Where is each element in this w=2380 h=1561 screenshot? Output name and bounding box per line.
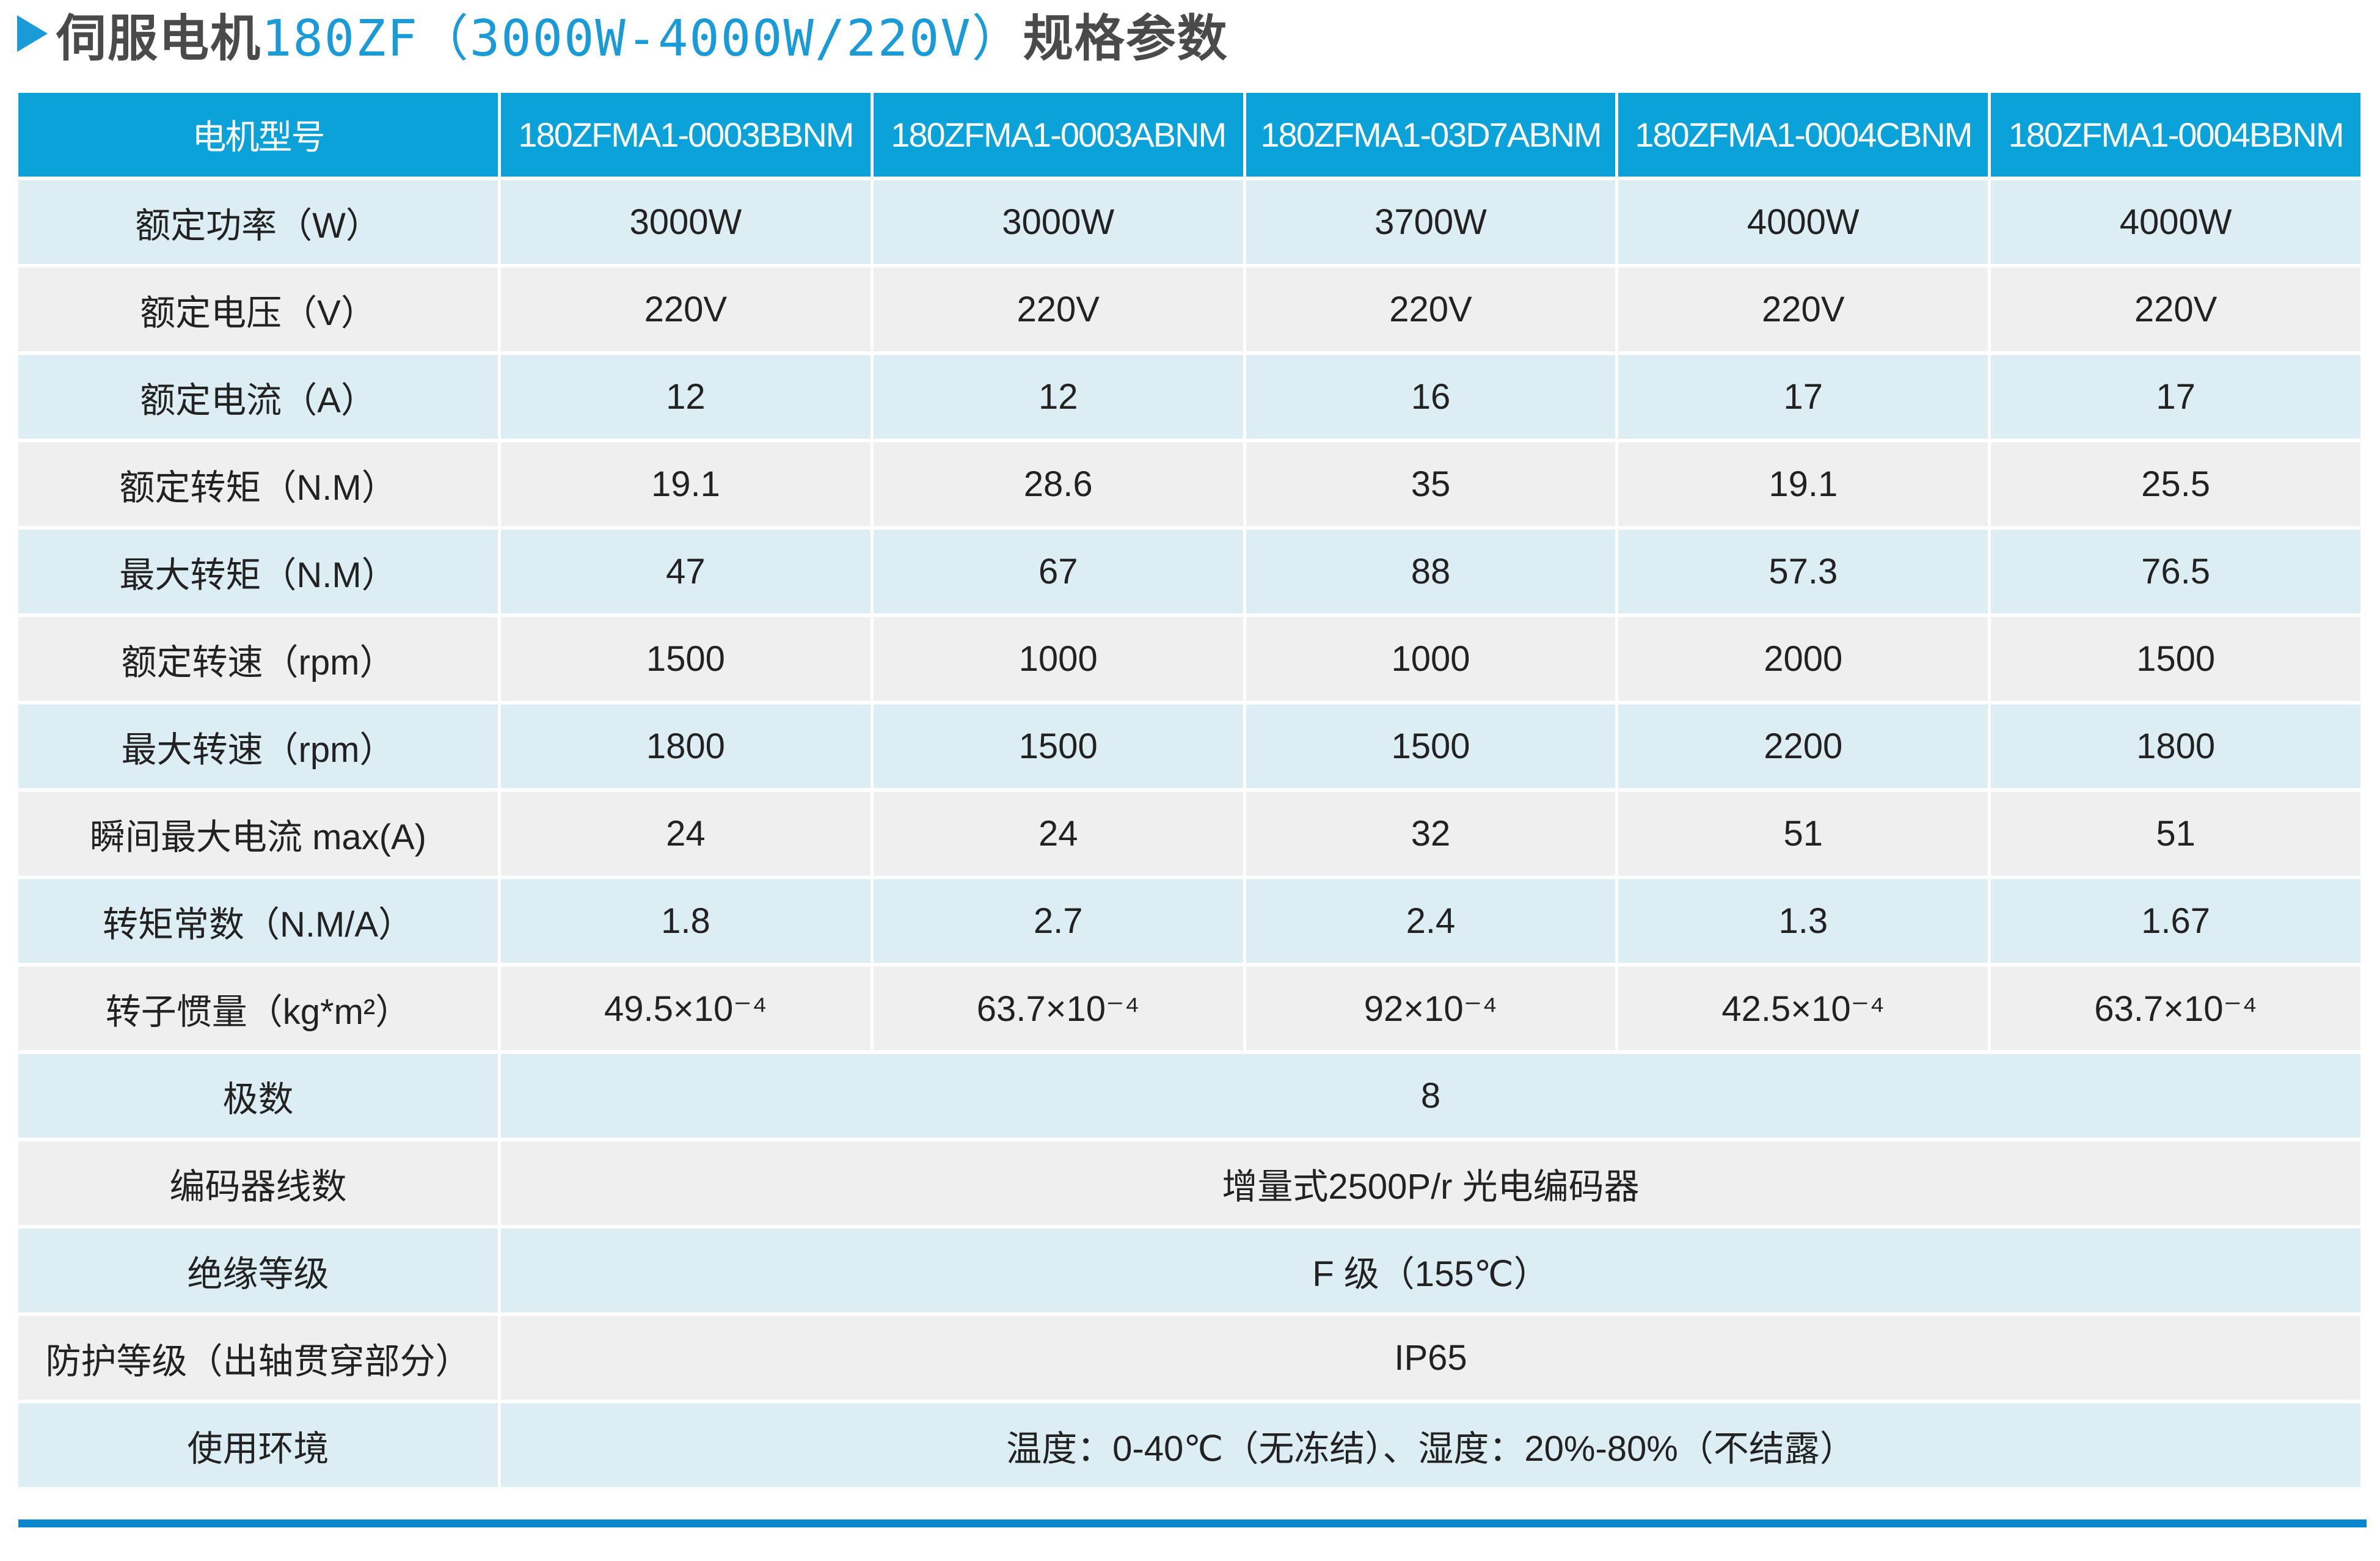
cell-value: 1500: [1246, 704, 1616, 788]
cell-value: 温度：0-40℃（无冻结）、湿度：20%-80%（不结露）: [501, 1403, 2360, 1487]
cell-value: 1000: [873, 617, 1243, 701]
cell-value: 1500: [501, 617, 871, 701]
cell-value: 12: [501, 355, 871, 439]
table-row: 额定转矩（N.M） 19.1 28.6 35 19.1 25.5: [18, 442, 2360, 526]
triangle-bullet-icon: [17, 15, 48, 52]
header-model-2: 180ZFMA1-0003ABNM: [873, 93, 1243, 177]
cell-value: 47: [501, 530, 871, 613]
cell-value: 3000W: [873, 180, 1243, 264]
table-row: 额定电流（A） 12 12 16 17 17: [18, 355, 2360, 439]
row-label: 额定电压（V）: [18, 268, 498, 351]
row-label: 防护等级（出轴贯穿部分）: [18, 1316, 498, 1400]
cell-value: 57.3: [1618, 530, 1988, 613]
cell-value: 220V: [501, 268, 871, 351]
table-row: 转矩常数（N.M/A） 1.8 2.7 2.4 1.3 1.67: [18, 879, 2360, 963]
cell-value: 19.1: [501, 442, 871, 526]
row-label: 转子惯量（kg*m²）: [18, 967, 498, 1050]
cell-value: 3000W: [501, 180, 871, 264]
cell-value: 63.7×10⁻⁴: [873, 967, 1243, 1050]
cell-value: 1500: [873, 704, 1243, 788]
table-row: 最大转速（rpm） 1800 1500 1500 2200 1800: [18, 704, 2360, 788]
header-model-3: 180ZFMA1-03D7ABNM: [1246, 93, 1616, 177]
cell-value: IP65: [501, 1316, 2360, 1400]
cell-value: 4000W: [1991, 180, 2360, 264]
cell-value: 76.5: [1991, 530, 2360, 613]
table-row: 额定转速（rpm） 1500 1000 1000 2000 1500: [18, 617, 2360, 701]
row-label: 编码器线数: [18, 1141, 498, 1225]
cell-value: 1000: [1246, 617, 1616, 701]
header-model-5: 180ZFMA1-0004BBNM: [1991, 93, 2360, 177]
cell-value: 16: [1246, 355, 1616, 439]
table-row: 极数 8: [18, 1054, 2360, 1138]
row-label: 极数: [18, 1054, 498, 1138]
row-label: 绝缘等级: [18, 1229, 498, 1312]
title-prefix: 伺服电机: [56, 9, 262, 68]
cell-value: 88: [1246, 530, 1616, 613]
cell-value: 25.5: [1991, 442, 2360, 526]
cell-value: 2200: [1618, 704, 1988, 788]
cell-value: 92×10⁻⁴: [1246, 967, 1616, 1050]
cell-value: 220V: [1991, 268, 2360, 351]
cell-value: 35: [1246, 442, 1616, 526]
cell-value: 4000W: [1618, 180, 1988, 264]
cell-value: 28.6: [873, 442, 1243, 526]
cell-value: 51: [1991, 792, 2360, 876]
cell-value: 220V: [873, 268, 1243, 351]
cell-value: 42.5×10⁻⁴: [1618, 967, 1988, 1050]
row-label: 额定转矩（N.M）: [18, 442, 498, 526]
cell-value: 17: [1618, 355, 1988, 439]
cell-value: 3700W: [1246, 180, 1616, 264]
table-row: 转子惯量（kg*m²） 49.5×10⁻⁴ 63.7×10⁻⁴ 92×10⁻⁴ 42.5…: [18, 967, 2360, 1050]
cell-value: 19.1: [1618, 442, 1988, 526]
row-label: 最大转速（rpm）: [18, 704, 498, 788]
cell-value: F 级（155℃）: [501, 1229, 2360, 1312]
table-row: 绝缘等级 F 级（155℃）: [18, 1229, 2360, 1312]
cell-value: 1.3: [1618, 879, 1988, 963]
row-label: 额定电流（A）: [18, 355, 498, 439]
cell-value: 2.4: [1246, 879, 1616, 963]
row-label: 瞬间最大电流 max(A): [18, 792, 498, 876]
header-model-label: 电机型号: [18, 93, 498, 177]
bottom-bar: [18, 1519, 2367, 1527]
cell-value: 1800: [501, 704, 871, 788]
cell-value: 32: [1246, 792, 1616, 876]
cell-value: 2.7: [873, 879, 1243, 963]
table-row: 编码器线数 增量式2500P/r 光电编码器: [18, 1141, 2360, 1225]
cell-value: 8: [501, 1054, 2360, 1138]
cell-value: 2000: [1618, 617, 1988, 701]
page-title: 伺服电机 180ZF（3000W-4000W/220V） 规格参数: [17, 0, 1228, 68]
row-label: 额定转速（rpm）: [18, 617, 498, 701]
cell-value: 67: [873, 530, 1243, 613]
cell-value: 63.7×10⁻⁴: [1991, 967, 2360, 1050]
cell-value: 1.8: [501, 879, 871, 963]
title-model: 180ZF（3000W-4000W/220V）: [261, 9, 1023, 68]
header-model-4: 180ZFMA1-0004CBNM: [1618, 93, 1988, 177]
cell-value: 220V: [1618, 268, 1988, 351]
table-header-row: 电机型号 180ZFMA1-0003BBNM 180ZFMA1-0003ABNM 18…: [18, 93, 2360, 177]
row-label: 最大转矩（N.M）: [18, 530, 498, 613]
table-row: 最大转矩（N.M） 47 67 88 57.3 76.5: [18, 530, 2360, 613]
cell-value: 24: [873, 792, 1243, 876]
cell-value: 12: [873, 355, 1243, 439]
cell-value: 49.5×10⁻⁴: [501, 967, 871, 1050]
spec-table: 电机型号 180ZFMA1-0003BBNM 180ZFMA1-0003ABNM 18…: [15, 89, 2364, 1491]
cell-value: 17: [1991, 355, 2360, 439]
cell-value: 增量式2500P/r 光电编码器: [501, 1141, 2360, 1225]
cell-value: 1800: [1991, 704, 2360, 788]
table-row: 额定电压（V） 220V 220V 220V 220V 220V: [18, 268, 2360, 351]
header-model-1: 180ZFMA1-0003BBNM: [501, 93, 871, 177]
table-row: 使用环境 温度：0-40℃（无冻结）、湿度：20%-80%（不结露）: [18, 1403, 2360, 1487]
cell-value: 51: [1618, 792, 1988, 876]
row-label: 额定功率（W）: [18, 180, 498, 264]
table-row: 防护等级（出轴贯穿部分） IP65: [18, 1316, 2360, 1400]
cell-value: 24: [501, 792, 871, 876]
row-label: 使用环境: [18, 1403, 498, 1487]
table-row: 额定功率（W） 3000W 3000W 3700W 4000W 4000W: [18, 180, 2360, 264]
cell-value: 1500: [1991, 617, 2360, 701]
cell-value: 1.67: [1991, 879, 2360, 963]
row-label: 转矩常数（N.M/A）: [18, 879, 498, 963]
title-suffix: 规格参数: [1023, 9, 1228, 68]
cell-value: 220V: [1246, 268, 1616, 351]
table-row: 瞬间最大电流 max(A) 24 24 32 51 51: [18, 792, 2360, 876]
